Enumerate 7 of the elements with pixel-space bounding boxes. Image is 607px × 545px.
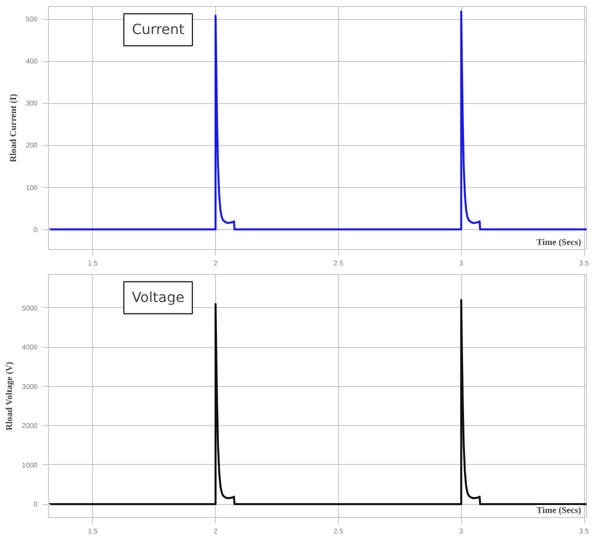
text: Current (132, 22, 185, 38)
line-series (48, 10, 586, 230)
y-axis-title: Rload Current (I) (8, 94, 18, 162)
x-axis-title: Time (Secs) (536, 237, 582, 248)
y-axis-title: Rload Voltage (V) (4, 362, 14, 430)
x-axis-title: Time (Secs) (536, 505, 582, 516)
text: Voltage (132, 290, 184, 306)
